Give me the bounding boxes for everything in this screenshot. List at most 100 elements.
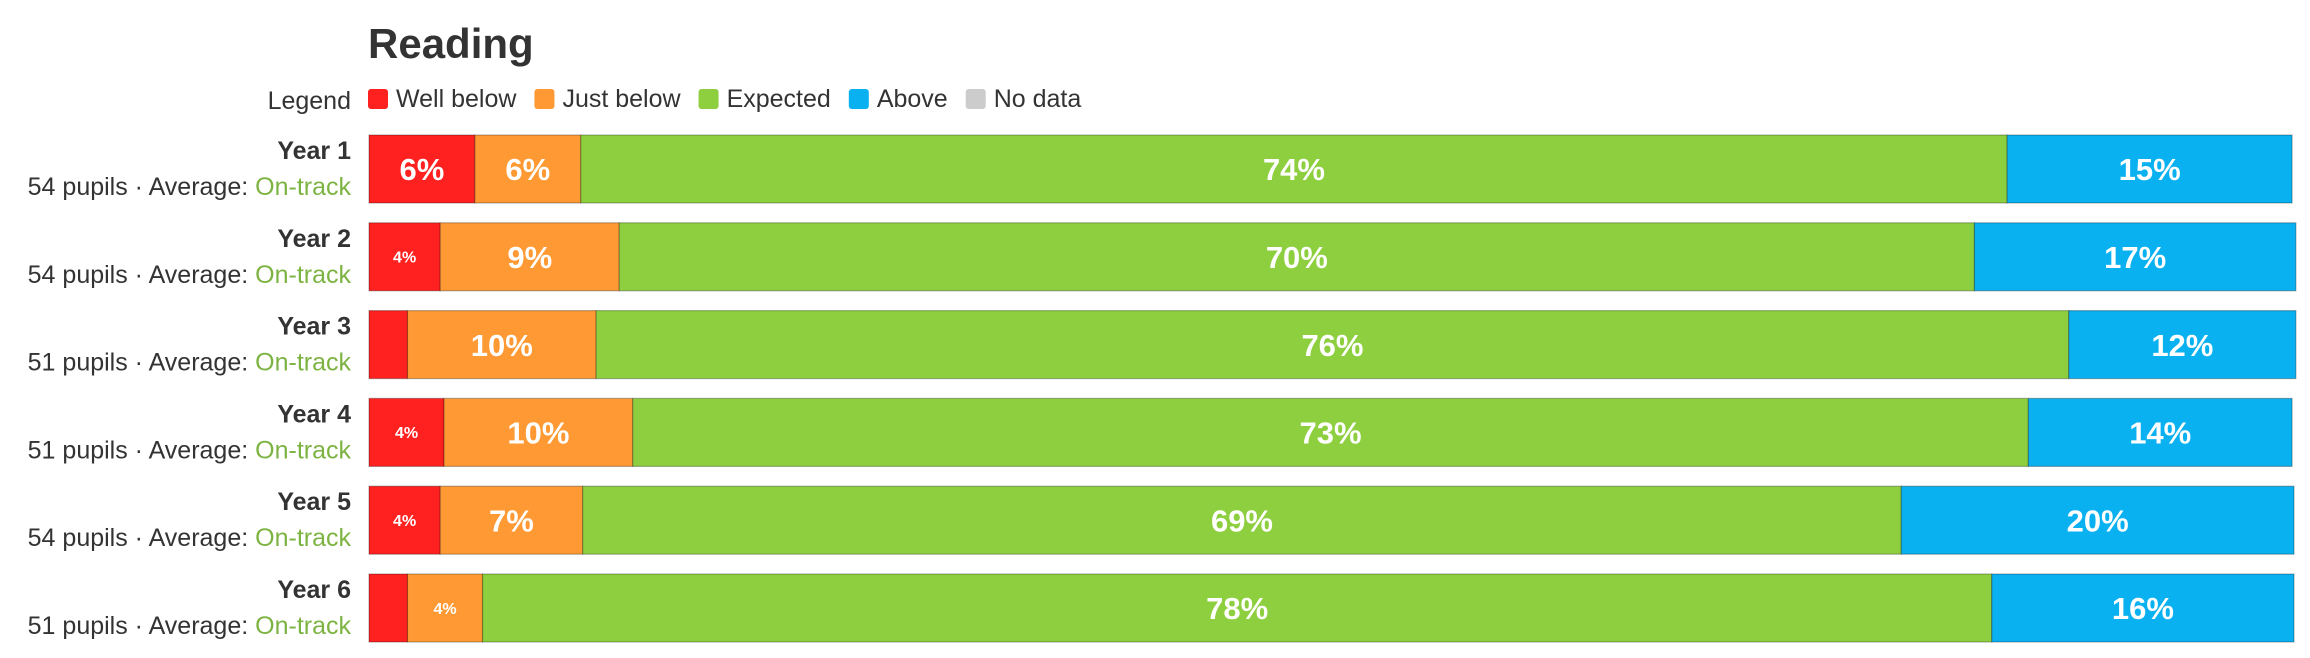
bar-segment-well-below[interactable] bbox=[368, 573, 409, 643]
chart-row-year-1: Year 1 54 pupils · Average: On-track 6% 6% 7… bbox=[28, 134, 2293, 204]
data-label-expected: 76% bbox=[1301, 328, 1363, 363]
legend-label-above: Above bbox=[877, 85, 948, 113]
legend-item-expected: Expected bbox=[698, 85, 831, 113]
average-status: On-track bbox=[255, 612, 351, 640]
bar-segment-above[interactable] bbox=[2027, 397, 2293, 467]
legend-label-just-below: Just below bbox=[562, 85, 681, 113]
separator: · bbox=[128, 612, 149, 640]
bar-segment-just-below[interactable] bbox=[439, 485, 584, 555]
average-label: Average: bbox=[149, 349, 256, 377]
data-label-above: 14% bbox=[2129, 416, 2191, 451]
separator: · bbox=[128, 261, 149, 289]
data-label-expected: 73% bbox=[1300, 416, 1362, 451]
bar-segment-above[interactable] bbox=[1991, 573, 2295, 643]
chart-row-year-6: Year 6 51 pupils · Average: On-track 4% 78%… bbox=[28, 573, 2295, 643]
legend: Legend Well below Just below Expected Above… bbox=[268, 85, 1082, 115]
data-label-above: 12% bbox=[2151, 328, 2213, 363]
data-label-above: 16% bbox=[2112, 591, 2174, 626]
bar-segment-above[interactable] bbox=[1973, 222, 2297, 292]
bar-segment-above[interactable] bbox=[2006, 134, 2293, 204]
bar-segment-expected[interactable] bbox=[632, 397, 2029, 467]
legend-swatch-well-below bbox=[368, 89, 388, 109]
data-label-expected: 70% bbox=[1266, 240, 1328, 275]
row-year-label: Year 2 bbox=[277, 225, 351, 253]
legend-swatch-above bbox=[848, 89, 869, 109]
row-summary: 54 pupils · Average: On-track bbox=[28, 261, 352, 289]
data-label-well-below: 6% bbox=[400, 152, 445, 187]
average-status: On-track bbox=[255, 173, 351, 201]
bar-segment-just-below[interactable] bbox=[443, 397, 634, 467]
legend-item-well-below: Well below bbox=[368, 85, 517, 113]
average-label: Average: bbox=[149, 612, 256, 640]
average-status: On-track bbox=[255, 524, 351, 552]
row-summary: 54 pupils · Average: On-track bbox=[28, 524, 352, 552]
average-label: Average: bbox=[149, 173, 256, 201]
bar-segment-well-below[interactable] bbox=[368, 485, 441, 555]
data-label-above: 15% bbox=[2119, 152, 2181, 187]
bar-segment-well-below[interactable] bbox=[368, 222, 441, 292]
data-label-expected: 78% bbox=[1206, 591, 1268, 626]
bar-segment-well-below[interactable] bbox=[368, 134, 476, 204]
data-label-well-below: 4% bbox=[393, 513, 416, 530]
data-label-just-below: 10% bbox=[471, 328, 533, 363]
legend-item-just-below: Just below bbox=[534, 85, 681, 113]
pupil-count: 51 pupils bbox=[28, 436, 128, 464]
bar-segment-well-below[interactable] bbox=[368, 310, 409, 380]
row-year-label: Year 1 bbox=[277, 137, 351, 165]
row-year-label: Year 4 bbox=[277, 400, 351, 428]
row-year-label: Year 6 bbox=[277, 576, 351, 604]
chart-row-year-5: Year 5 54 pupils · Average: On-track 4% 7% 6… bbox=[28, 485, 2295, 555]
chart-row-year-3: Year 3 51 pupils · Average: On-track 10% 76… bbox=[28, 310, 2297, 380]
row-summary: 51 pupils · Average: On-track bbox=[28, 349, 352, 377]
bar-segment-expected[interactable] bbox=[481, 573, 1993, 643]
legend-swatch-just-below bbox=[534, 89, 555, 109]
chart-row-year-2: Year 2 54 pupils · Average: On-track 4% 9% 7… bbox=[28, 222, 2297, 292]
data-label-above: 20% bbox=[2067, 503, 2129, 538]
pupil-count: 51 pupils bbox=[28, 349, 128, 377]
data-label-just-below: 6% bbox=[505, 152, 550, 187]
row-summary: 54 pupils · Average: On-track bbox=[28, 173, 352, 201]
chart-rows: Year 1 54 pupils · Average: On-track 6% 6% 7… bbox=[28, 134, 2297, 643]
average-status: On-track bbox=[255, 261, 351, 289]
pupil-count: 54 pupils bbox=[28, 524, 128, 552]
separator: · bbox=[128, 436, 149, 464]
legend-swatch-no-data bbox=[965, 89, 986, 109]
bar-segment-above[interactable] bbox=[1900, 485, 2295, 555]
row-year-label: Year 5 bbox=[277, 488, 351, 516]
chart-title: Reading bbox=[368, 20, 534, 67]
pupil-count: 54 pupils bbox=[28, 261, 128, 289]
separator: · bbox=[128, 173, 149, 201]
legend-swatch-expected bbox=[698, 89, 719, 109]
bar-segment-expected[interactable] bbox=[618, 222, 1976, 292]
average-status: On-track bbox=[255, 436, 351, 464]
row-summary: 51 pupils · Average: On-track bbox=[28, 612, 352, 640]
average-label: Average: bbox=[149, 524, 256, 552]
row-summary: 51 pupils · Average: On-track bbox=[28, 436, 352, 464]
row-year-label: Year 3 bbox=[277, 313, 351, 341]
data-label-above: 17% bbox=[2104, 240, 2166, 275]
average-label: Average: bbox=[149, 436, 256, 464]
bar-segment-just-below[interactable] bbox=[406, 573, 484, 643]
bar-segment-just-below[interactable] bbox=[474, 134, 582, 204]
bar-segment-just-below[interactable] bbox=[439, 222, 620, 292]
average-status: On-track bbox=[255, 349, 351, 377]
bar-segment-expected[interactable] bbox=[582, 485, 1902, 555]
bar-segment-above[interactable] bbox=[2068, 310, 2297, 380]
legend-label-expected: Expected bbox=[727, 85, 831, 113]
chart-row-year-4: Year 4 51 pupils · Average: On-track 4% 10%… bbox=[28, 397, 2293, 467]
data-label-just-below: 4% bbox=[433, 601, 456, 618]
data-label-well-below: 4% bbox=[393, 250, 416, 267]
pupil-count: 54 pupils bbox=[28, 173, 128, 201]
legend-item-above: Above bbox=[848, 85, 948, 113]
legend-label-no-data: No data bbox=[994, 85, 1082, 113]
legend-item-no-data: No data bbox=[965, 85, 1082, 113]
bar-segment-expected[interactable] bbox=[580, 134, 2008, 204]
data-label-just-below: 7% bbox=[489, 503, 534, 538]
data-label-just-below: 9% bbox=[507, 240, 552, 275]
bar-segment-well-below[interactable] bbox=[368, 397, 445, 467]
bar-segment-expected[interactable] bbox=[595, 310, 2070, 380]
data-label-well-below: 4% bbox=[395, 425, 418, 442]
separator: · bbox=[128, 524, 149, 552]
bar-segment-just-below[interactable] bbox=[406, 310, 597, 380]
